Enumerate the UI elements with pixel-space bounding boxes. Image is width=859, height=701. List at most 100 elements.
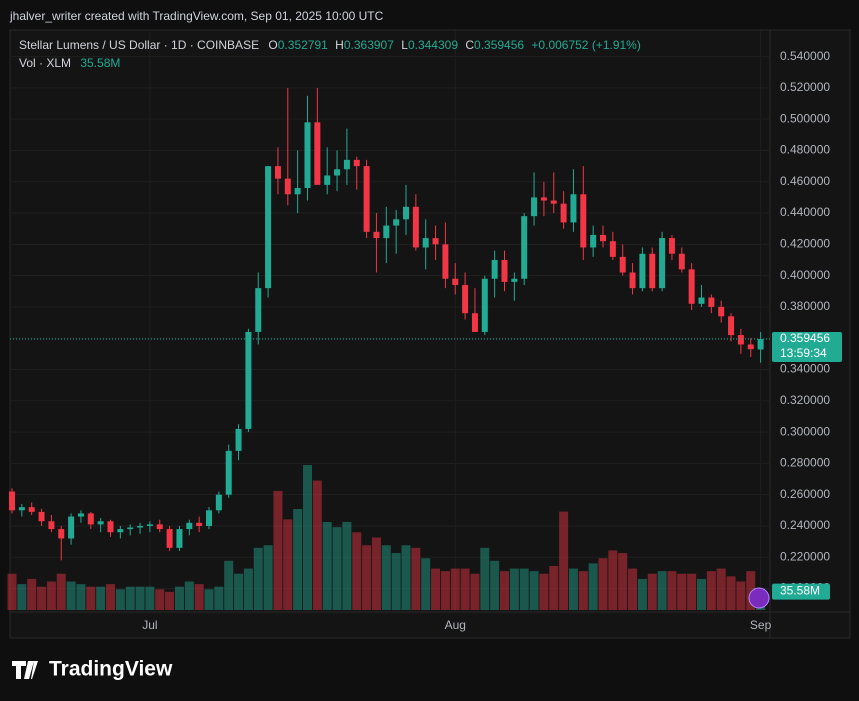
volume-bar [155,589,165,610]
candle-body [166,529,173,548]
volume-bar [480,547,490,610]
volume-bar [628,568,638,610]
volume-bar [559,511,569,610]
volume-bar [450,568,460,610]
volume-bar [234,573,244,610]
volume-bar [224,560,234,610]
volume-bar [342,521,352,610]
volume-bar [647,573,657,610]
candle-body [570,194,577,223]
candle-body [659,238,666,289]
l-value: 0.344309 [408,38,458,52]
candle-body [678,253,685,270]
volume-bar [529,571,539,610]
candle-body [304,122,311,189]
volume-bar [125,586,135,610]
volume-bar [578,571,588,610]
volume-bar [716,568,726,610]
volume-bar [470,573,480,610]
y-tick-label: 0.520000 [780,80,830,94]
volume-bar [726,576,736,610]
volume-bar [431,568,441,610]
candle-body [550,200,557,204]
volume-bar [273,490,283,610]
candle-body [353,159,360,167]
candle-body [137,525,144,528]
volume-bar [115,589,125,610]
volume-bar [332,527,342,610]
volume-bar [401,545,411,610]
volume-bar [165,591,175,610]
volume-bar [37,586,47,610]
legend: Stellar Lumens / US Dollar · 1D · COINBA… [19,38,641,52]
candle-body [501,259,508,282]
volume-bar [106,584,115,610]
candle-body [580,194,587,248]
y-tick-label: 0.340000 [780,362,830,376]
candle-body [747,344,754,350]
volume-bar [637,578,647,610]
candle-body [560,203,567,223]
volume-bar [687,573,697,610]
volume-badge-label: 35.58M [780,584,820,598]
volume-bar [135,586,145,610]
candle-body [383,225,390,239]
volume-bar [539,573,549,610]
candle-body [146,524,153,526]
volume-bar [145,586,155,610]
y-tick-label: 0.280000 [780,456,830,470]
candle-body [649,253,656,289]
candle-body [471,313,478,332]
candle-body [688,269,695,304]
volume-bar [253,547,263,610]
alert-icon [748,587,770,609]
candle-body [343,159,350,170]
candle-body [186,522,193,530]
volume-bar [243,568,253,610]
x-tick-label: Aug [445,618,466,632]
x-tick-label: Sep [750,618,772,632]
candle-body [619,256,626,273]
y-tick-label: 0.300000 [780,424,830,438]
volume-bar [618,553,628,610]
volume-bar [706,571,716,610]
candle-body [540,197,547,201]
volume-bar [303,465,312,610]
y-tick-label: 0.240000 [780,518,830,532]
y-tick-label: 0.500000 [780,111,830,125]
candle-body [334,169,341,176]
volume-value: 35.58M [80,56,120,70]
volume-bar [568,568,578,610]
h-letter: H [335,38,344,52]
candle-body [87,513,94,525]
volume-bar [381,545,391,610]
candle-body [314,122,321,185]
volume-bar [697,578,706,610]
credit: jhalver_writer created with TradingView.… [9,9,384,23]
c-letter: C [465,38,474,52]
volume-pane [7,465,766,610]
logo-text: TradingView [49,658,173,681]
candle-body [403,206,409,220]
candle-body [708,297,715,307]
candle-body [206,510,212,526]
volume-bar [598,558,608,610]
candle-body [609,241,616,257]
volume-bar [46,581,56,610]
y-tick-label: 0.400000 [780,268,830,282]
volume-bar [184,581,194,610]
h-value: 0.363907 [344,38,394,52]
candle-body [117,529,124,533]
volume-bar [76,584,86,610]
candle-body [393,219,400,226]
candle-body [58,529,65,539]
volume-bar [96,586,106,610]
volume-name: Vol · XLM [19,56,71,70]
y-tick-label: 0.220000 [780,549,830,563]
candle-body [590,234,597,248]
logo: TradingView [12,658,173,681]
volume-bar [746,571,756,610]
y-tick-label: 0.540000 [780,49,830,63]
logo-icon [12,661,38,679]
